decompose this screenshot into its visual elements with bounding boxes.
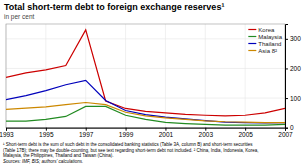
lines: [6, 30, 285, 125]
series-line: [6, 103, 285, 123]
x-tick-mark: [245, 128, 246, 131]
y-tick: 100: [285, 95, 301, 102]
x-tick: 2001: [159, 128, 174, 139]
y-tick-mark: [285, 98, 288, 99]
y-tick-label: 100: [290, 95, 301, 102]
x-tick-label: 2005: [238, 131, 253, 138]
grid-line-x: [45, 24, 46, 128]
y-axis: 0 100 200 300: [285, 25, 301, 132]
legend-swatch: [248, 36, 256, 37]
x-tick: 1993: [0, 128, 14, 139]
x-tick: 1999: [119, 128, 134, 139]
grid-line-y: [6, 98, 285, 99]
x-axis: 1993 1995 1997 1999 2001 2003 2005 2007: [0, 128, 293, 139]
grid-line-y: [6, 68, 285, 69]
x-tick-mark: [6, 128, 7, 131]
grid-line-x: [245, 24, 246, 128]
y-tick-label: 300: [290, 35, 301, 42]
y-tick-mark: [285, 39, 288, 40]
legend: KoreaMalaysiaThailandAsia 8²: [248, 27, 282, 54]
grid-line-x: [85, 24, 86, 128]
plot-frame: [6, 24, 285, 128]
y-tick-mark: [285, 68, 288, 69]
x-tick-label: 1993: [0, 131, 14, 138]
legend-item: Asia 8²: [248, 48, 277, 54]
legend-item: Korea: [248, 27, 275, 33]
x-tick-mark: [126, 128, 127, 131]
legend-item: Thailand: [248, 41, 281, 47]
legend-swatch: [248, 50, 256, 51]
x-tick-label: 2007: [278, 131, 293, 138]
y-tick: 0: [285, 124, 294, 131]
legend-label: Malaysia: [258, 34, 282, 40]
chart: Total short-term debt to foreign exchang…: [0, 0, 305, 165]
y-tick-label: 200: [290, 65, 301, 72]
y-tick-label: 0: [290, 124, 294, 131]
legend-label: Korea: [258, 27, 275, 33]
footnote: (Table 17B); there may be double-countin…: [3, 148, 258, 153]
legend-swatch: [248, 43, 256, 44]
x-tick-label: 2003: [199, 131, 214, 138]
x-tick-mark: [205, 128, 206, 131]
legend-item: Malaysia: [248, 34, 282, 40]
x-tick: 2005: [238, 128, 253, 139]
grid-line-y: [6, 38, 285, 39]
x-tick-label: 1999: [119, 131, 134, 138]
subtitle: in per cent: [4, 13, 35, 21]
title: Total short-term debt to foreign exchang…: [4, 2, 224, 12]
x-tick: 1997: [79, 128, 94, 139]
x-tick-label: 1995: [39, 131, 54, 138]
y-tick: 300: [285, 35, 301, 42]
footnote: Sources: IMF, BIS; authors' calculations…: [3, 159, 83, 164]
x-tick-label: 2001: [159, 131, 174, 138]
x-tick-label: 1997: [79, 131, 94, 138]
x-tick-mark: [46, 128, 47, 131]
legend-swatch: [248, 29, 256, 30]
y-tick-mark: [285, 128, 288, 129]
footnotes: ¹ Short-term debt is the sum of such deb…: [3, 142, 258, 164]
x-tick: 1995: [39, 128, 54, 139]
x-tick-mark: [165, 128, 166, 131]
series-line: [6, 30, 285, 116]
grid-line-x: [205, 24, 206, 128]
series-line: [6, 80, 285, 123]
x-tick: 2003: [199, 128, 214, 139]
legend-label: Thailand: [258, 41, 281, 47]
grid: [6, 24, 285, 128]
y-tick: 200: [285, 65, 301, 72]
y-axis-line: [286, 25, 289, 129]
grid-line-x: [165, 24, 166, 128]
footnote: Malaysia, the Philippines, Thailand and …: [3, 153, 113, 158]
x-tick-mark: [86, 128, 87, 131]
footnote: ¹ Short-term debt is the sum of such deb…: [3, 142, 253, 147]
legend-label: Asia 8²: [258, 48, 277, 54]
